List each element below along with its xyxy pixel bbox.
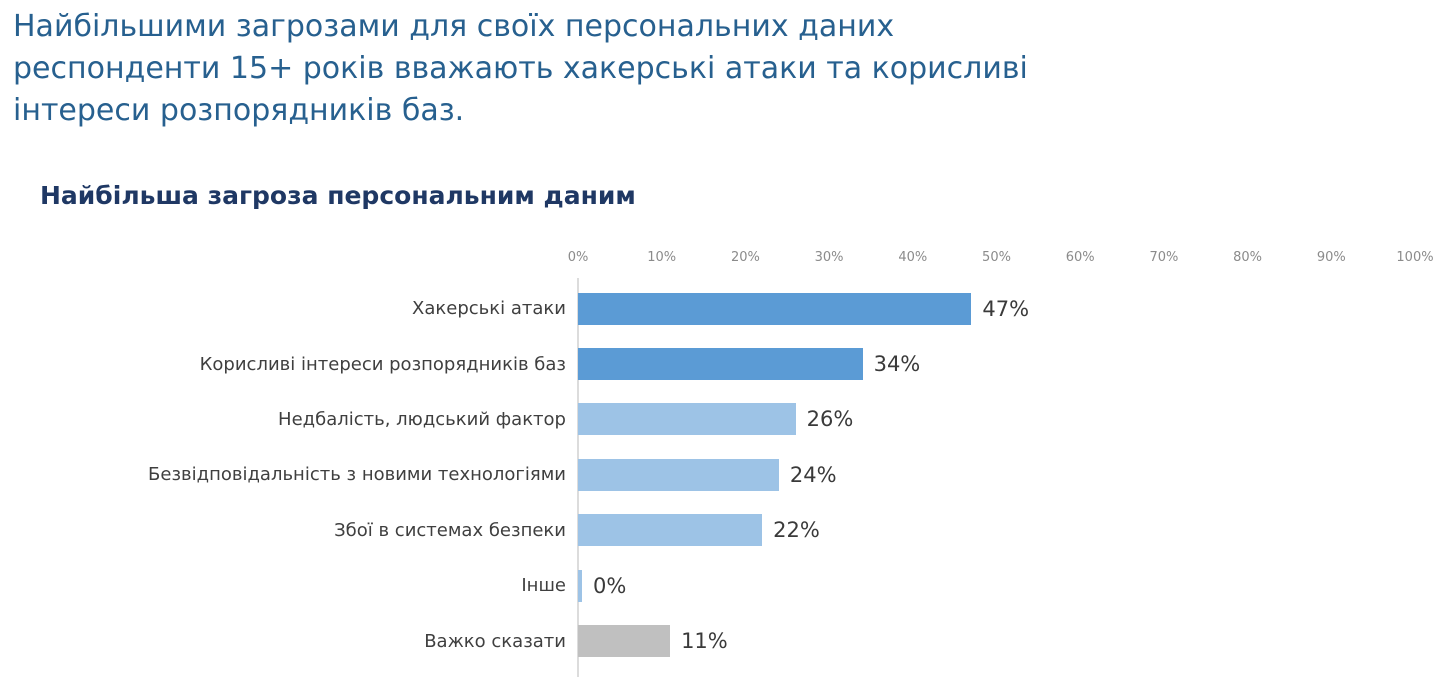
value-label: 24%: [789, 462, 837, 487]
category-label: Хакерські атаки: [412, 298, 566, 320]
bar: [578, 458, 779, 491]
page-title-line-2: респонденти 15+ років вважають хакерські…: [13, 51, 1028, 86]
x-axis-tick: 80%: [1233, 250, 1263, 265]
x-axis-tick: 10%: [647, 250, 677, 265]
page-title-line-1: Найбільшими загрозами для своїх персонал…: [13, 9, 895, 44]
bar: [578, 514, 763, 547]
bar-track: 26%: [578, 403, 1415, 436]
x-axis-tick: 50%: [982, 250, 1011, 265]
bar-row: Корисливі інтереси розпорядників баз 34%: [0, 336, 1455, 391]
bar-row: Недбалість, людський фактор 26%: [0, 392, 1455, 447]
x-axis-tick: 0%: [567, 250, 589, 265]
value-label: 26%: [806, 407, 854, 432]
x-axis-tick: 70%: [1149, 250, 1179, 265]
category-label: Інше: [521, 575, 566, 597]
page-title: Найбільшими загрозами для своїх персонал…: [13, 6, 1193, 132]
bar: [578, 292, 972, 325]
bar-row: Інше 0%: [0, 558, 1455, 613]
x-axis-tick: 60%: [1065, 250, 1095, 265]
value-label: 0%: [593, 573, 627, 598]
value-label: 47%: [982, 296, 1030, 321]
category-label: Безвідповідальність з новими технологіям…: [148, 464, 566, 486]
category-label: Недбалість, людський фактор: [278, 408, 566, 430]
bar-chart: 0% 10% 20% 30% 40% 50% 60% 70% 80% 90% 1…: [0, 250, 1455, 677]
bar-track: 0%: [578, 569, 1415, 602]
x-axis-tick: 30%: [814, 250, 844, 265]
page-title-line-3: інтереси розпорядників баз.: [13, 93, 465, 128]
value-label: 34%: [873, 352, 921, 377]
category-label: Корисливі інтереси розпорядників баз: [199, 353, 566, 375]
x-axis-tick: 40%: [898, 250, 928, 265]
bar-track: 34%: [578, 348, 1415, 381]
chart-heading: Найбільша загроза персональним даним: [40, 181, 636, 210]
bar-track: 24%: [578, 458, 1415, 491]
bar: [578, 403, 796, 436]
bar-row: Збої в системах безпеки 22%: [0, 503, 1455, 558]
bar-row: Важко сказати 11%: [0, 613, 1455, 668]
category-label: Важко сказати: [424, 630, 566, 652]
x-axis-tick: 100%: [1396, 250, 1434, 265]
value-label: 22%: [773, 518, 820, 543]
bar: [578, 348, 863, 381]
bar-track: 11%: [578, 625, 1415, 658]
category-label: Збої в системах безпеки: [334, 519, 566, 541]
value-label: 11%: [681, 629, 728, 654]
bar: [578, 569, 582, 602]
x-axis-tick: 90%: [1316, 250, 1346, 265]
bar-row: Хакерські атаки 47%: [0, 281, 1455, 336]
bar-row: Безвідповідальність з новими технологіям…: [0, 447, 1455, 502]
bar: [578, 625, 671, 658]
bar-track: 22%: [578, 514, 1415, 547]
bar-track: 47%: [578, 292, 1415, 325]
plot-area: Хакерські атаки 47% Корисливі інтереси р…: [0, 278, 1455, 677]
x-axis: 0% 10% 20% 30% 40% 50% 60% 70% 80% 90% 1…: [568, 250, 1434, 267]
x-axis-tick: 20%: [730, 250, 760, 265]
